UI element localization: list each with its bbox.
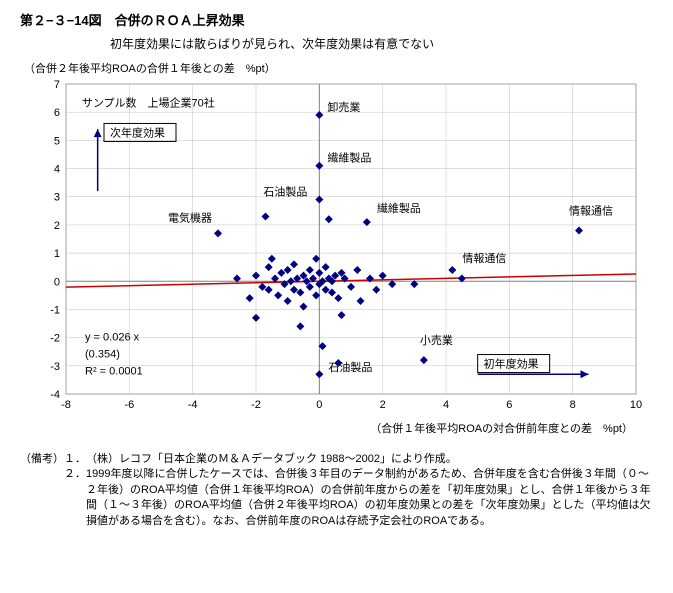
svg-text:0: 0 [316, 399, 322, 411]
svg-text:4: 4 [54, 164, 60, 176]
svg-text:4: 4 [443, 399, 449, 411]
svg-text:次年度効果: 次年度効果 [110, 125, 165, 139]
svg-text:-3: -3 [50, 361, 60, 373]
svg-text:7: 7 [54, 79, 60, 91]
svg-text:2: 2 [54, 220, 60, 232]
svg-text:石油製品: 石油製品 [263, 185, 307, 199]
note-text: （株）レコフ「日本企業のＭ＆Ａデータブック 1988〜2002」により作成。 [86, 452, 653, 467]
svg-text:y = 0.026 x: y = 0.026 x [85, 331, 140, 343]
svg-text:-1: -1 [50, 304, 60, 316]
notes-label: （備考） [20, 452, 64, 529]
svg-text:1: 1 [54, 248, 60, 260]
svg-text:石油製品: 石油製品 [328, 360, 372, 374]
chart-svg: -8 -6 -4 -2 0 2 4 6 8 10 -4 -3 -2 -1 0 1 2 3 4 5 6 7 電気機器 卸売業繊維… [26, 78, 646, 418]
y-axis-label: （合併２年後平均ROAの合併１年後との差 %pt） [24, 60, 653, 76]
svg-text:5: 5 [54, 135, 60, 147]
svg-text:情報通信: 情報通信 [569, 205, 613, 218]
svg-text:-6: -6 [124, 399, 134, 411]
note-item: １．（株）レコフ「日本企業のＭ＆Ａデータブック 1988〜2002」により作成。 [64, 452, 653, 467]
svg-text:小売業: 小売業 [420, 334, 453, 347]
svg-text:-2: -2 [251, 399, 261, 411]
x-axis-label: （合併１年後平均ROAの対合併前年度との差 %pt） [20, 420, 633, 436]
svg-text:-2: -2 [50, 333, 60, 345]
scatter-chart: -8 -6 -4 -2 0 2 4 6 8 10 -4 -3 -2 -1 0 1 2 3 4 5 6 7 電気機器 卸売業繊維… [26, 78, 646, 418]
svg-text:情報通信: 情報通信 [462, 252, 506, 265]
figure-subtitle: 初年度効果には散らばりが見られ、次年度効果は有意でない [110, 35, 653, 52]
svg-text:10: 10 [630, 399, 642, 411]
svg-text:サンプル数 上場企業70社: サンプル数 上場企業70社 [82, 96, 215, 110]
svg-text:3: 3 [54, 192, 60, 204]
svg-text:6: 6 [506, 399, 512, 411]
note-number: ２． [64, 467, 86, 529]
svg-text:繊維製品: 繊維製品 [327, 151, 371, 165]
figure-title: 第２−３−14図 合併のＲＯＡ上昇効果 [20, 10, 653, 29]
svg-text:0: 0 [54, 276, 60, 288]
svg-text:繊維製品: 繊維製品 [377, 201, 421, 215]
svg-text:-4: -4 [188, 399, 198, 411]
footnotes: （備考） １．（株）レコフ「日本企業のＭ＆Ａデータブック 1988〜2002」に… [20, 452, 653, 529]
svg-text:電気機器: 電気機器 [168, 210, 212, 224]
note-number: １． [64, 452, 86, 467]
svg-text:初年度効果: 初年度効果 [484, 357, 539, 371]
note-item: ２．1999年度以降に合併したケースでは、合併後３年目のデータ制約があるため、合… [64, 467, 653, 529]
svg-text:6: 6 [54, 107, 60, 119]
svg-text:R² = 0.0001: R² = 0.0001 [85, 365, 143, 377]
svg-text:卸売業: 卸売業 [327, 100, 360, 114]
svg-text:2: 2 [380, 399, 386, 411]
svg-text:8: 8 [570, 399, 576, 411]
svg-text:(0.354): (0.354) [85, 348, 120, 360]
svg-text:-4: -4 [50, 389, 60, 401]
svg-text:-8: -8 [61, 399, 71, 411]
note-text: 1999年度以降に合併したケースでは、合併後３年目のデータ制約があるため、合併年… [86, 467, 653, 529]
